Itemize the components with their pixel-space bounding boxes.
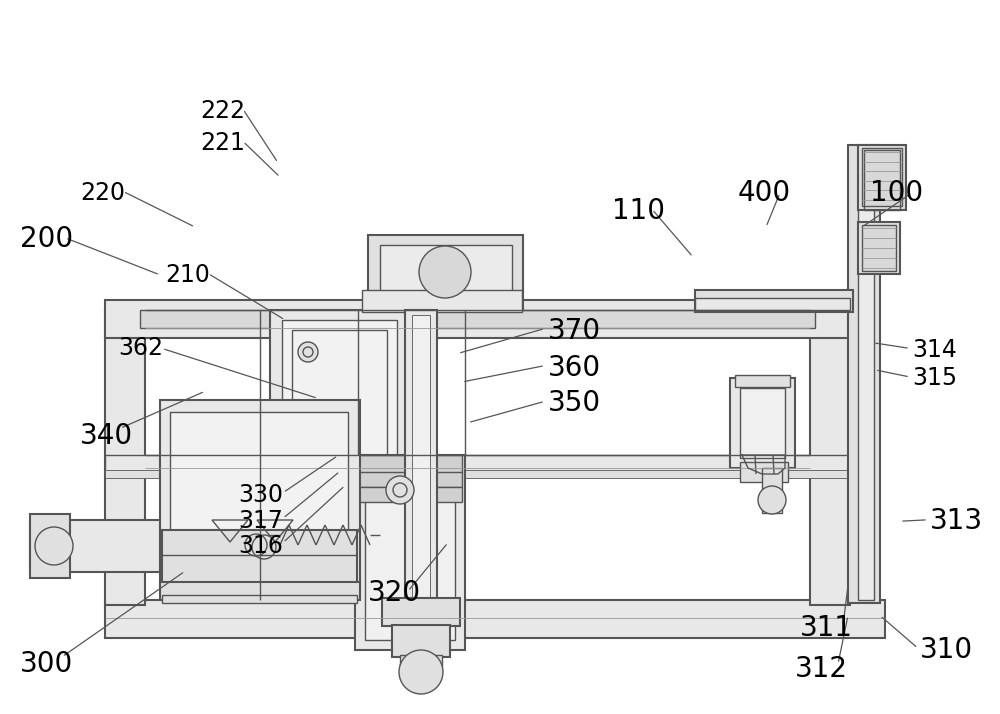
Bar xyxy=(245,530,267,560)
Bar xyxy=(858,148,874,600)
Text: 220: 220 xyxy=(80,181,125,205)
Text: 300: 300 xyxy=(20,650,73,678)
Bar xyxy=(858,145,906,210)
Bar xyxy=(162,595,357,603)
Bar xyxy=(730,378,795,468)
Text: 312: 312 xyxy=(795,655,848,683)
Bar xyxy=(380,245,512,300)
Bar xyxy=(412,315,430,600)
Text: 100: 100 xyxy=(870,178,923,207)
Text: 313: 313 xyxy=(930,507,983,536)
Bar xyxy=(695,298,850,310)
Circle shape xyxy=(298,342,318,362)
Bar xyxy=(864,150,900,210)
Text: 110: 110 xyxy=(612,196,665,225)
Bar xyxy=(162,530,357,585)
Bar xyxy=(858,222,900,274)
Bar xyxy=(735,375,790,387)
Text: 350: 350 xyxy=(548,389,601,418)
Bar xyxy=(160,582,360,600)
Bar xyxy=(160,400,360,585)
Bar xyxy=(392,625,450,657)
Text: 310: 310 xyxy=(920,635,973,664)
Bar xyxy=(365,465,455,640)
Text: 210: 210 xyxy=(165,263,210,287)
Bar xyxy=(400,655,442,667)
Text: 316: 316 xyxy=(238,534,283,558)
Circle shape xyxy=(386,476,414,504)
Bar xyxy=(382,598,460,626)
Text: 222: 222 xyxy=(200,99,245,123)
Circle shape xyxy=(758,486,786,514)
Bar xyxy=(282,320,397,470)
Text: 360: 360 xyxy=(548,353,601,382)
Bar xyxy=(105,470,855,478)
Text: 200: 200 xyxy=(20,225,73,253)
Text: 340: 340 xyxy=(80,421,133,450)
Bar xyxy=(105,300,855,338)
Text: 320: 320 xyxy=(368,578,421,607)
Bar xyxy=(810,310,850,605)
Bar xyxy=(105,455,855,475)
Circle shape xyxy=(399,650,443,694)
Bar xyxy=(740,462,788,482)
Bar xyxy=(105,310,145,605)
Bar xyxy=(268,525,286,569)
Bar xyxy=(695,290,853,312)
Bar xyxy=(762,468,782,513)
Bar xyxy=(30,514,70,578)
Bar xyxy=(270,310,410,480)
Bar xyxy=(862,148,902,206)
Bar xyxy=(355,455,465,650)
Text: 362: 362 xyxy=(118,336,163,361)
Text: 330: 330 xyxy=(238,483,283,507)
Bar xyxy=(170,412,348,574)
Text: 221: 221 xyxy=(200,131,245,155)
Text: 314: 314 xyxy=(912,338,957,362)
Bar xyxy=(358,487,462,502)
Bar xyxy=(358,455,462,473)
Text: 400: 400 xyxy=(738,178,791,207)
Bar xyxy=(105,600,885,638)
Bar xyxy=(862,225,896,271)
Text: 317: 317 xyxy=(238,509,283,533)
Bar xyxy=(292,330,387,460)
Bar xyxy=(368,235,523,310)
Text: 311: 311 xyxy=(800,614,853,643)
Circle shape xyxy=(35,527,73,565)
Bar xyxy=(235,527,260,565)
Text: 315: 315 xyxy=(912,366,957,391)
Text: 370: 370 xyxy=(548,316,601,345)
Bar xyxy=(358,472,462,487)
Bar xyxy=(140,310,815,328)
Bar xyxy=(740,388,785,458)
Bar xyxy=(30,520,245,572)
Circle shape xyxy=(419,246,471,298)
Bar xyxy=(848,145,880,603)
Bar xyxy=(253,522,275,572)
Bar xyxy=(362,290,522,312)
Bar xyxy=(405,310,437,605)
